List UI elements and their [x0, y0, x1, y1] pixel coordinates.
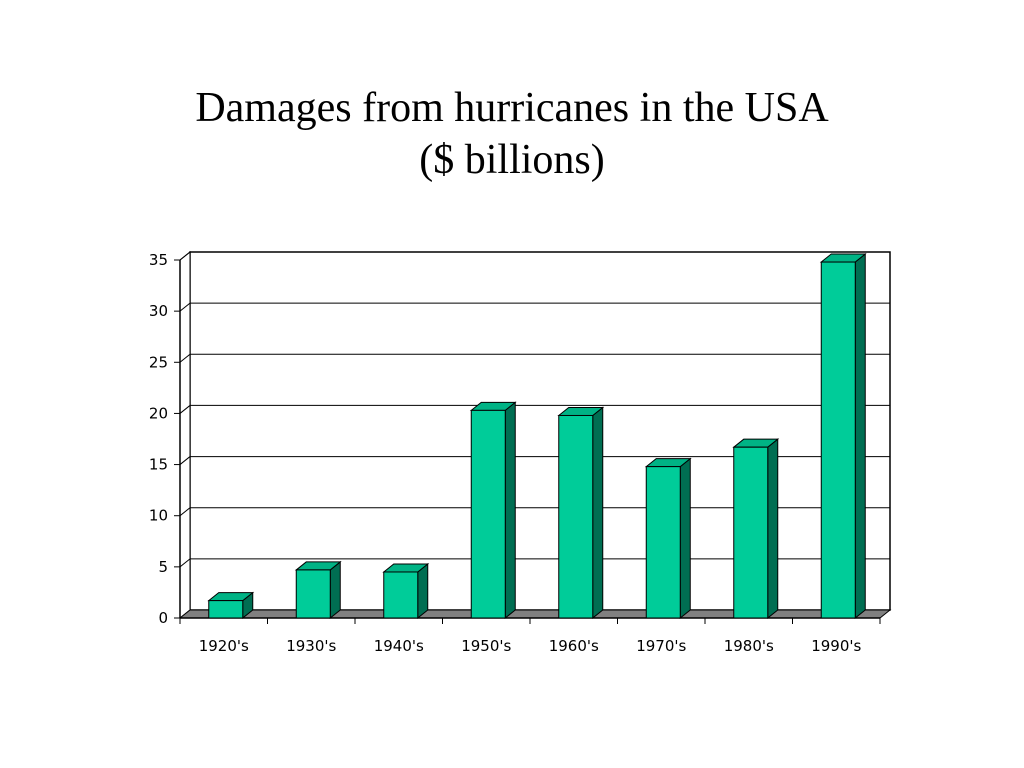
bar-side: [767, 438, 779, 620]
bar: [383, 571, 419, 619]
bar-side: [504, 401, 516, 620]
y-tick-label: 15: [149, 456, 168, 474]
chart-subtitle: ($ billions): [419, 137, 605, 183]
y-tick-label: 30: [149, 302, 168, 320]
x-tick-label: 1920's: [199, 637, 249, 655]
bar: [208, 600, 244, 619]
gridline-side: [179, 251, 191, 261]
bar: [558, 414, 594, 619]
y-tick-label: 35: [149, 251, 168, 269]
gridline-side: [179, 507, 191, 517]
y-tick-label: 0: [158, 609, 168, 627]
y-tick-label: 10: [149, 507, 168, 525]
plot-back-wall: [189, 251, 891, 611]
x-tick-label: 1940's: [374, 637, 424, 655]
bar-side: [329, 560, 341, 620]
x-tick-label: 1930's: [286, 637, 336, 655]
y-tick-label: 25: [149, 353, 168, 371]
bar: [295, 569, 331, 619]
bar-side: [854, 253, 866, 620]
gridline-side: [179, 353, 191, 363]
gridline-side: [179, 558, 191, 568]
bar-side: [679, 457, 691, 620]
y-tick-label: 5: [158, 558, 168, 576]
bar-side: [592, 406, 604, 620]
plot-floor: [178, 609, 892, 619]
bar: [470, 409, 506, 619]
bar-side: [417, 562, 429, 620]
gridline-side: [179, 302, 191, 312]
x-tick-label: 1980's: [724, 637, 774, 655]
gridline-side: [179, 405, 191, 414]
y-tick-label: 20: [149, 404, 168, 422]
x-tick-label: 1970's: [636, 637, 686, 655]
chart-title: Damages from hurricanes in the USA: [195, 85, 829, 131]
gridline-side: [179, 456, 191, 465]
bar: [733, 446, 769, 619]
x-tick-label: 1990's: [811, 637, 861, 655]
x-tick-label: 1960's: [549, 637, 599, 655]
bar: [820, 261, 856, 619]
x-tick-label: 1950's: [461, 637, 511, 655]
bar: [645, 466, 681, 619]
chart-title-block: Damages from hurricanes in the USA ($ bi…: [0, 82, 1024, 186]
